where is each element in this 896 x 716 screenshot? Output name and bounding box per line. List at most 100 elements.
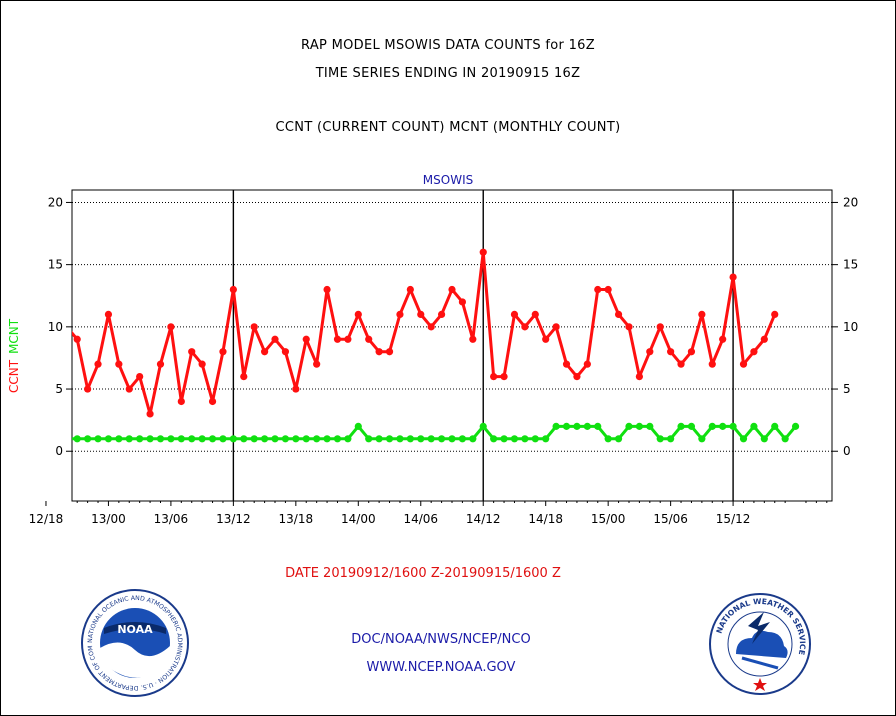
data-point-mcnt [208,435,217,443]
data-point-mcnt [125,435,133,443]
y-tick-label-left: 15 [48,258,63,272]
y-tick-label-left: 0 [55,444,63,458]
x-tick-label: 12/18 [29,512,64,526]
data-point-mcnt [94,435,102,443]
data-point-mcnt [448,435,456,443]
data-point-mcnt [156,435,165,443]
data-point-mcnt [729,422,737,430]
data-point-mcnt [104,435,113,443]
data-point-ccnt [125,385,133,393]
y-tick-label-left: 10 [48,320,63,334]
data-point-mcnt [177,435,185,443]
data-point-mcnt [739,435,748,443]
data-point-mcnt [469,435,477,443]
data-point-ccnt [313,360,321,368]
data-point-ccnt [188,348,196,356]
data-point-ccnt [729,273,737,281]
data-point-ccnt [365,335,373,343]
data-point-mcnt [146,435,154,443]
data-point-ccnt [562,360,571,368]
data-point-ccnt [115,360,123,368]
data-point-ccnt [552,323,560,331]
data-point-mcnt [614,435,623,443]
credit-org: DOC/NOAA/NWS/NCEP/NCO [351,632,531,647]
data-point-ccnt [385,348,394,356]
data-point-mcnt [719,422,727,430]
x-tick-label: 13/06 [154,512,189,526]
y-tick-label-right: 10 [843,320,858,334]
data-point-mcnt [458,435,467,443]
y-tick-label-right: 0 [843,444,851,458]
data-point-mcnt [646,422,654,430]
chart-title-line1: RAP MODEL MSOWIS DATA COUNTS for 16Z [301,38,595,53]
data-point-ccnt [583,360,591,368]
x-tick-label: 15/06 [653,512,688,526]
data-point-mcnt [594,422,602,430]
x-tick-label: 15/00 [591,512,626,526]
data-point-mcnt [510,435,519,443]
series-title: MSOWIS [422,173,474,187]
data-point-mcnt [656,435,664,443]
data-point-ccnt [500,373,508,381]
data-point-ccnt [708,360,716,368]
data-point-mcnt [490,435,498,443]
data-point-ccnt [73,335,81,343]
data-point-mcnt [250,435,258,443]
data-point-ccnt [531,310,539,318]
data-point-ccnt [240,373,248,381]
data-point-mcnt [677,422,685,430]
data-point-ccnt [739,360,748,368]
data-point-ccnt [719,335,727,343]
data-point-mcnt [750,422,758,430]
data-point-mcnt [687,422,696,430]
data-point-mcnt [302,435,310,443]
data-point-mcnt [323,435,331,443]
data-point-mcnt [198,435,206,443]
data-point-ccnt [698,310,706,318]
data-point-mcnt [406,435,414,443]
x-tick-label: 15/12 [716,512,751,526]
data-point-mcnt [604,435,612,443]
x-tick-label: 13/12 [216,512,251,526]
data-point-mcnt [531,435,539,443]
data-point-ccnt [136,373,144,381]
data-point-mcnt [417,435,425,443]
nws-logo-icon: NATIONAL WEATHER SERVICE [709,593,811,695]
data-point-ccnt [156,360,165,368]
data-point-mcnt [240,435,248,443]
y-tick-label-right: 5 [843,382,851,396]
data-point-mcnt [698,435,706,443]
data-point-ccnt [177,397,185,406]
data-point-ccnt [646,348,654,356]
data-point-mcnt [708,422,716,430]
data-point-mcnt [136,435,144,443]
data-point-ccnt [458,298,467,306]
data-point-ccnt [323,285,331,294]
data-point-ccnt [687,348,696,356]
data-point-ccnt [677,360,685,368]
data-point-ccnt [167,323,175,331]
data-point-mcnt [271,435,279,443]
data-point-ccnt [437,310,446,318]
x-tick-label: 14/18 [528,512,563,526]
data-point-ccnt [229,285,237,294]
data-point-ccnt [479,248,487,256]
data-point-ccnt [417,310,425,318]
data-point-mcnt [542,435,550,443]
y-tick-label-left: 5 [55,382,63,396]
data-point-ccnt [448,285,456,294]
chart-title-line3: CCNT (CURRENT COUNT) MCNT (MONTHLY COUNT… [275,120,621,135]
data-point-ccnt [281,348,290,356]
data-point-ccnt [354,310,362,318]
noaa-logo-label: NOAA [117,623,153,636]
data-point-mcnt [313,435,321,443]
data-point-ccnt [292,385,300,393]
data-point-mcnt [229,435,237,443]
data-point-ccnt [84,385,92,393]
data-point-mcnt [625,422,633,430]
data-point-mcnt [427,435,435,443]
data-point-mcnt [552,422,560,430]
data-point-mcnt [385,435,394,443]
data-point-ccnt [542,335,550,343]
